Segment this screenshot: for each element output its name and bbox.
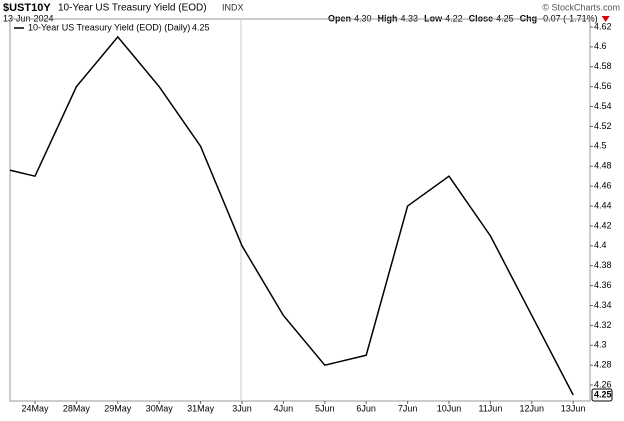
quote-label: Chg bbox=[520, 13, 538, 23]
quote-value: -0.07 (-1.71%) bbox=[540, 13, 598, 23]
y-tick-label: 4.32 bbox=[594, 320, 612, 330]
y-tick-label: 4.62 bbox=[594, 21, 612, 31]
y-tick-label: 4.52 bbox=[594, 121, 612, 131]
plot-frame bbox=[9, 18, 591, 402]
y-tick-label: 4.6 bbox=[594, 41, 607, 51]
x-tick-label: 31May bbox=[187, 403, 215, 413]
quote-value: 4.22 bbox=[445, 13, 463, 23]
quote-value: 4.25 bbox=[496, 13, 514, 23]
down-arrow bbox=[601, 16, 610, 22]
y-tick-label: 4.5 bbox=[594, 141, 607, 151]
last-value-box bbox=[591, 388, 613, 402]
x-tick-label: 10Jun bbox=[437, 403, 462, 413]
quote-value: 4.30 bbox=[354, 13, 372, 23]
x-tick-label: 12Jun bbox=[520, 403, 545, 413]
x-tick-label: 11Jun bbox=[478, 403, 502, 413]
x-tick-label: 7Jun bbox=[398, 403, 418, 413]
x-tick-label: 28May bbox=[63, 403, 91, 413]
price-line bbox=[10, 35, 574, 396]
x-tick-label: 24May bbox=[21, 403, 49, 413]
y-tick-label: 4.58 bbox=[594, 61, 612, 71]
y-tick-label: 4.26 bbox=[594, 379, 612, 389]
x-tick-label: 3Jun bbox=[232, 403, 252, 413]
x-tick-label: 6Jun bbox=[356, 403, 376, 413]
symbol: $UST10Y bbox=[3, 2, 51, 14]
y-tick-label: 4.56 bbox=[594, 81, 612, 91]
date: 13-Jun-2024 bbox=[3, 13, 54, 23]
quote-label: Open bbox=[328, 13, 351, 23]
x-tick-label: 4Jun bbox=[274, 403, 294, 413]
quote-label: Close bbox=[469, 13, 494, 23]
y-tick-label: 4.42 bbox=[594, 220, 612, 230]
y-tick-label: 4.38 bbox=[594, 260, 612, 270]
instrument-name: 10-Year US Treasury Yield (EOD) bbox=[58, 3, 207, 14]
quote-label: Low bbox=[424, 13, 443, 23]
x-tick-label: 13Jun bbox=[561, 403, 586, 413]
y-tick-label: 4.36 bbox=[594, 280, 612, 290]
y-tick-label: 4.34 bbox=[594, 300, 612, 310]
quote-value: 4.33 bbox=[401, 13, 419, 23]
y-tick-label: 4.54 bbox=[594, 101, 612, 111]
y-tick-label: 4.46 bbox=[594, 181, 612, 191]
y-tick-label: 4.3 bbox=[594, 340, 607, 350]
credit: © StockCharts.com bbox=[542, 2, 620, 12]
quote: Open 4.30 High 4.33 Low 4.22 Close 4.25 Chg -0.07… bbox=[328, 13, 610, 23]
x-tick-label: 5Jun bbox=[315, 403, 335, 413]
quote-label: High bbox=[378, 13, 398, 23]
legend-value: 4.25 bbox=[192, 22, 210, 32]
x-tick-label: 29May bbox=[104, 403, 132, 413]
y-tick-label: 4.28 bbox=[594, 360, 612, 370]
legend-label: 10-Year US Treasury Yield (EOD) (Daily) bbox=[28, 22, 190, 32]
y-tick-label: 4.4 bbox=[594, 240, 607, 250]
exchange: INDX bbox=[222, 2, 244, 12]
y-tick-label: 4.44 bbox=[594, 200, 612, 210]
last-value-label: 4.25 bbox=[594, 389, 612, 399]
y-tick-label: 4.48 bbox=[594, 161, 612, 171]
x-tick-label: 30May bbox=[146, 403, 174, 413]
